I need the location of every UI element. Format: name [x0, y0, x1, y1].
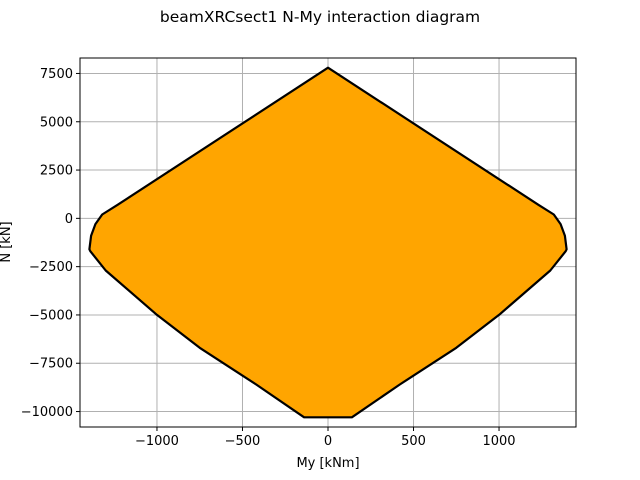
x-axis-label: My [kNm]: [296, 456, 359, 471]
y-axis-label: N [kN]: [0, 221, 14, 262]
x-tick-label-1: −500: [225, 434, 261, 449]
x-tick-label-0: −1000: [135, 434, 179, 449]
y-tick-label-1: 5000: [40, 115, 73, 130]
y-tick-label-4: −2500: [29, 260, 73, 275]
interaction-curve-0: [88, 66, 568, 419]
chart-title: beamXRCsect1 N-My interaction diagram: [160, 8, 480, 26]
y-tick-label-0: 7500: [40, 67, 73, 82]
axis-ticks: −1000 −500 0 500 10007500500025000−2500−5000…: [21, 67, 516, 449]
x-tick-label-3: 500: [401, 434, 426, 449]
plot-frame: [79, 57, 577, 428]
x-tick-label-2: 0: [324, 434, 332, 449]
y-tick-label-5: −5000: [29, 308, 73, 323]
x-tick-label-4: 1000: [482, 434, 515, 449]
y-tick-label-3: 0: [65, 212, 73, 227]
y-tick-label-2: 2500: [40, 164, 73, 179]
y-tick-label-6: −7500: [29, 357, 73, 372]
y-tick-label-7: −10000: [21, 405, 73, 420]
plot-area: [88, 66, 568, 419]
